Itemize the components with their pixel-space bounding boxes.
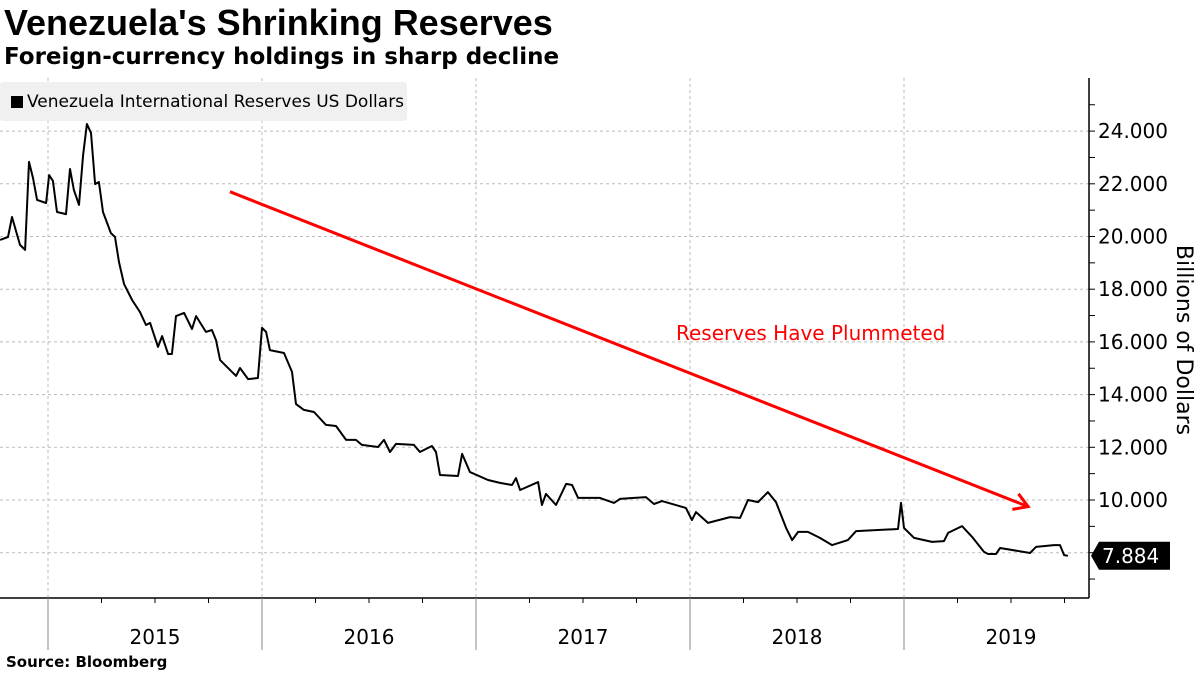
last-value-tag [1091, 541, 1170, 570]
chart-title: Venezuela's Shrinking Reserves [4, 2, 553, 43]
y-tick-label: 22.000 [1098, 172, 1168, 196]
annotations: Reserves Have Plummeted [229, 190, 1031, 511]
x-tick-label: 2015 [130, 625, 181, 649]
source-note: Source: Bloomberg [6, 653, 168, 671]
legend: Venezuela International Reserves US Doll… [0, 82, 407, 121]
axes: 10.000 12.000 14.000 16.000 18.000 20.000 22.0… [0, 78, 1196, 650]
x-tick-label: 2019 [986, 625, 1037, 649]
chart-subtitle: Foreign-currency holdings in sharp decli… [4, 44, 560, 70]
y-tick-label: 10.000 [1098, 488, 1168, 512]
x-tick-label: 2016 [344, 625, 395, 649]
annotation-arrow-line [229, 190, 1029, 508]
series-line-reserves [0, 123, 1069, 557]
y-tick-label: 12.000 [1098, 435, 1168, 459]
arrowhead-icon [1012, 492, 1031, 511]
y-tick-label: 20.000 [1098, 225, 1168, 249]
legend-swatch-icon [11, 95, 23, 108]
series [0, 123, 1069, 557]
legend-label: Venezuela International Reserves US Doll… [27, 91, 405, 112]
x-tick-label: 2018 [772, 625, 823, 649]
x-tick-label: 2017 [558, 625, 609, 649]
annotation-text: Reserves Have Plummeted [676, 321, 945, 345]
y-tick-label: 16.000 [1098, 330, 1168, 354]
y-tick-label: 14.000 [1098, 383, 1168, 407]
y-axis-label: Billions of Dollars [1171, 245, 1196, 435]
y-tick-label: 24.000 [1098, 119, 1168, 143]
last-value-label: 7.884 [1102, 544, 1159, 568]
y-tick-label: 18.000 [1098, 277, 1168, 301]
